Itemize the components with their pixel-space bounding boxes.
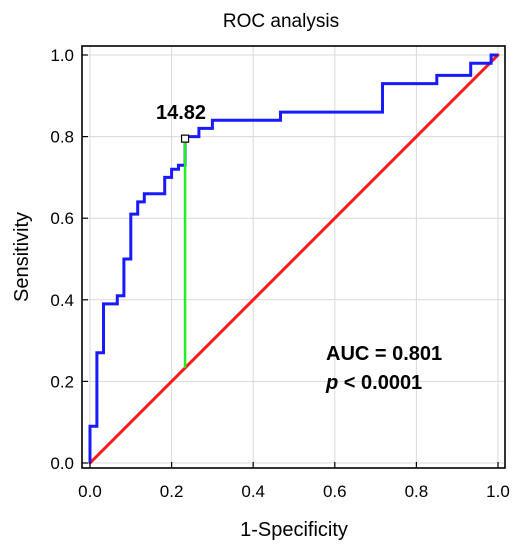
y-tick-label: 0.4 xyxy=(50,291,74,310)
p-value-text: < 0.0001 xyxy=(338,372,422,394)
cutoff-marker xyxy=(180,134,190,143)
reference-line-group xyxy=(88,53,500,465)
x-tick-label: 0.4 xyxy=(241,482,265,501)
x-tick-label: 0.2 xyxy=(160,482,184,501)
y-axis-label: Sensitivity xyxy=(11,212,33,302)
x-axis-label: 1-Specificity xyxy=(240,519,348,541)
x-tick-label: 0.0 xyxy=(78,482,102,501)
x-tick-label: 0.6 xyxy=(323,482,347,501)
auc-annotation: AUC = 0.801 xyxy=(326,343,442,365)
cutoff-label: 14.82 xyxy=(156,102,206,124)
cutoff-group xyxy=(180,134,190,368)
x-tick-labels: 0.0 0.2 0.4 0.6 0.8 1.0 xyxy=(78,462,510,501)
x-tick-label: 0.8 xyxy=(405,482,429,501)
p-value-annotation: p < 0.0001 xyxy=(325,372,422,394)
y-tick-label: 0.8 xyxy=(50,128,74,147)
x-tick-label: 1.0 xyxy=(486,482,510,501)
y-tick-label: 1.0 xyxy=(50,46,74,65)
roc-curve xyxy=(88,53,498,463)
chart-title: ROC analysis xyxy=(223,11,339,32)
y-tick-labels: 0.0 0.2 0.4 0.6 0.8 1.0 xyxy=(50,46,88,473)
grid-lines xyxy=(82,46,505,468)
y-tick-label: 0.0 xyxy=(50,454,74,473)
roc-curve-group xyxy=(88,53,498,463)
reference-line xyxy=(88,53,500,465)
p-symbol: p xyxy=(325,372,338,394)
plot-frame xyxy=(81,45,506,469)
y-tick-label: 0.6 xyxy=(50,209,74,228)
y-tick-label: 0.2 xyxy=(50,372,74,391)
